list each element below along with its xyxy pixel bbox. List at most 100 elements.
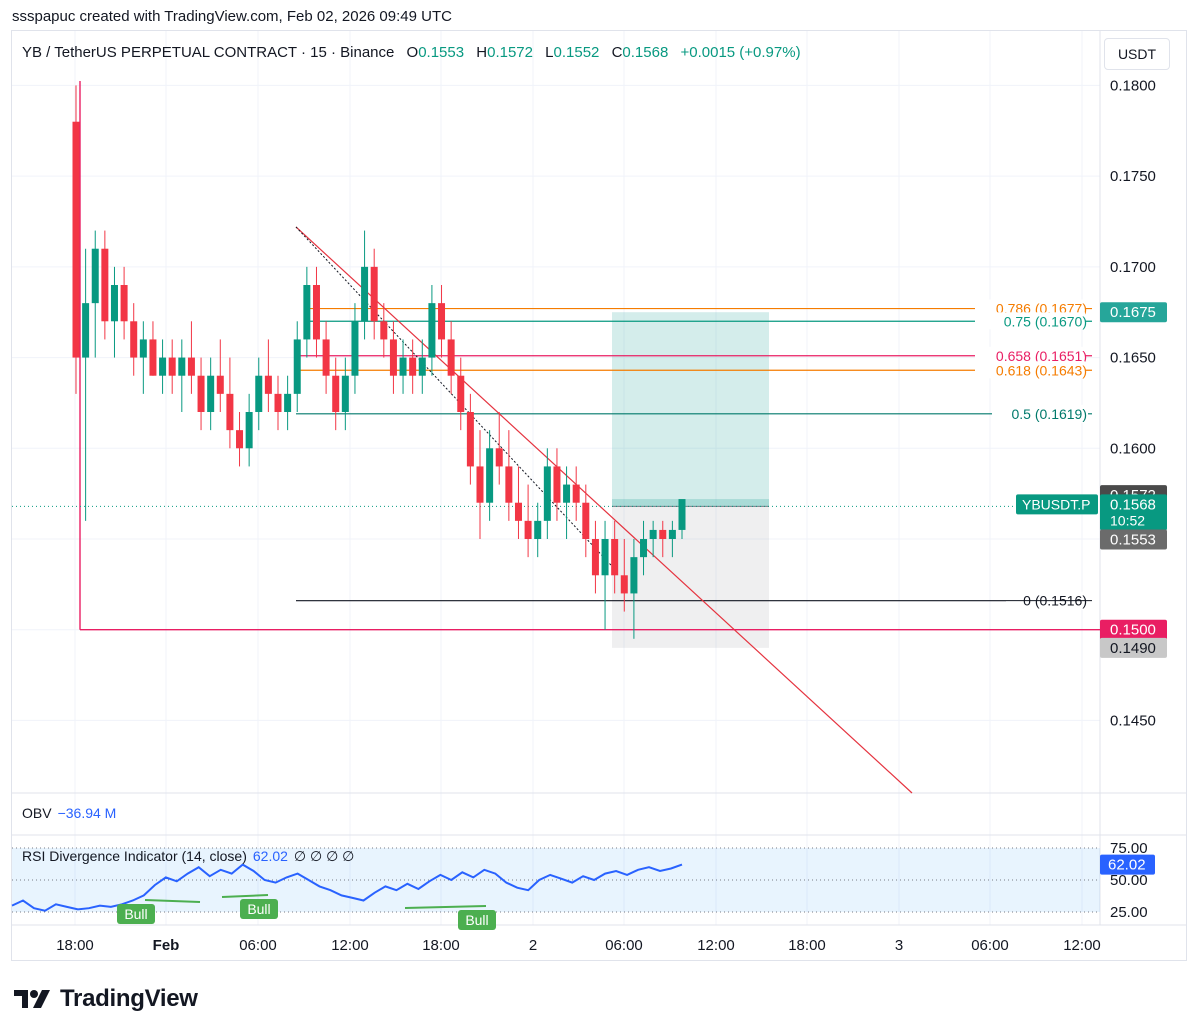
candle-body bbox=[466, 412, 474, 467]
candle-body bbox=[630, 557, 638, 594]
x-tick-label: 12:00 bbox=[331, 937, 369, 954]
candle-body bbox=[72, 121, 80, 358]
rsi-title[interactable]: RSI Divergence Indicator (14, close) bbox=[22, 848, 247, 864]
rsi-tick-label: 50.00 bbox=[1110, 872, 1148, 889]
rsi-tick-label: 75.00 bbox=[1110, 840, 1148, 857]
fib-level-label: 0.618 (0.1643) bbox=[996, 362, 1087, 378]
obv-label[interactable]: OBV bbox=[22, 805, 52, 821]
candle-body bbox=[399, 357, 407, 376]
price-axis-label: 0.1675 bbox=[1110, 304, 1156, 321]
candle-body bbox=[332, 375, 340, 412]
candle-body bbox=[591, 539, 599, 576]
open-value: 0.1553 bbox=[418, 44, 465, 61]
candle-body bbox=[505, 466, 513, 503]
low-label: L bbox=[545, 44, 554, 61]
obv-legend: OBV −36.94 M bbox=[22, 805, 116, 821]
candle-body bbox=[226, 393, 234, 431]
candle-body bbox=[322, 339, 330, 376]
candle-body bbox=[351, 321, 359, 376]
countdown-label: 10:52 bbox=[1110, 512, 1145, 528]
candle-body bbox=[216, 375, 224, 394]
candle-body bbox=[361, 266, 369, 322]
fib-label-bg bbox=[975, 346, 1085, 364]
low-value: 0.1552 bbox=[553, 44, 600, 61]
close-label: C bbox=[611, 44, 623, 61]
tradingview-logo[interactable]: TradingView bbox=[14, 985, 198, 1013]
close-value: 0.1568 bbox=[622, 44, 669, 61]
high-label: H bbox=[476, 44, 488, 61]
candle-body bbox=[236, 430, 244, 449]
candle-body bbox=[139, 339, 147, 358]
candle-body bbox=[120, 285, 128, 322]
open-label: O bbox=[406, 44, 419, 61]
candle-body bbox=[601, 539, 609, 576]
x-tick-label: 06:00 bbox=[605, 937, 643, 954]
x-tick-label: 18:00 bbox=[788, 937, 826, 954]
x-tick-label: 18:00 bbox=[56, 937, 94, 954]
candle-body bbox=[659, 529, 667, 539]
candle-body bbox=[207, 375, 215, 412]
y-tick-label: 0.1700 bbox=[1110, 259, 1156, 276]
candle-body bbox=[101, 248, 109, 322]
y-tick-label: 0.1650 bbox=[1110, 350, 1156, 367]
divergence-line bbox=[404, 905, 487, 909]
candle-body bbox=[620, 575, 628, 594]
divergence-badge-bg bbox=[117, 904, 155, 924]
candle-body bbox=[197, 375, 205, 412]
divergence-line bbox=[221, 894, 269, 898]
chart-caption: ssspapuc created with TradingView.com, F… bbox=[12, 8, 452, 25]
candle-body bbox=[476, 466, 484, 503]
candle-body bbox=[274, 393, 282, 412]
obv-value: −36.94 M bbox=[57, 805, 117, 821]
fib-label-bg bbox=[992, 404, 1088, 423]
divergence-badge-label: Bull bbox=[247, 901, 270, 917]
high-value: 0.1572 bbox=[487, 44, 533, 61]
symbol-tag-bg bbox=[1016, 494, 1098, 515]
x-tick-label: 2 bbox=[529, 937, 537, 954]
candle-body bbox=[284, 393, 292, 412]
candle-body bbox=[178, 357, 186, 376]
y-tick-label: 0.1450 bbox=[1110, 712, 1156, 729]
candle-body bbox=[438, 303, 446, 340]
candle-body bbox=[370, 266, 378, 322]
price-axis-label-bg bbox=[1100, 494, 1167, 531]
candle-body bbox=[457, 375, 465, 412]
candle-body bbox=[312, 285, 320, 340]
candle-body bbox=[418, 357, 426, 376]
downtrend-line bbox=[295, 226, 913, 794]
candle-body bbox=[389, 339, 397, 376]
rsi-value-label: 62.02 bbox=[1108, 857, 1146, 874]
rsi-tick-label: 25.00 bbox=[1110, 904, 1148, 921]
candle-body bbox=[524, 520, 532, 539]
divergence-badge-bg bbox=[240, 899, 278, 919]
divergence-line bbox=[144, 899, 201, 903]
price-axis-label: 0.1553 bbox=[1110, 532, 1156, 549]
position-profit-fill bbox=[612, 499, 769, 507]
x-tick-label: 06:00 bbox=[239, 937, 277, 954]
candle-body bbox=[640, 539, 648, 558]
candle-body bbox=[187, 357, 195, 376]
rsi-value: 62.02 bbox=[252, 848, 288, 864]
candle-body bbox=[168, 357, 176, 376]
divergence-badge-bg bbox=[458, 910, 496, 930]
candle-body bbox=[380, 321, 388, 340]
candle-body bbox=[130, 321, 138, 358]
fib-label-bg bbox=[975, 361, 1085, 379]
rsi-value-bg bbox=[1100, 854, 1155, 875]
candle-body bbox=[668, 529, 676, 539]
position-stop-zone bbox=[612, 506, 769, 648]
y-tick-label: 0.1750 bbox=[1110, 168, 1156, 185]
fib-level-label: 0.658 (0.1651) bbox=[996, 348, 1087, 364]
candle-body bbox=[553, 466, 561, 503]
candle-body bbox=[534, 520, 542, 539]
divergence-badge-label: Bull bbox=[124, 906, 147, 922]
candle-body bbox=[264, 375, 272, 394]
x-tick-label: 12:00 bbox=[1063, 937, 1101, 954]
candle-body bbox=[255, 375, 263, 412]
currency-unit-button[interactable]: USDT bbox=[1104, 38, 1170, 70]
fib-level-label: 0.5 (0.1619) bbox=[1012, 406, 1088, 422]
symbol-title[interactable]: YB / TetherUS PERPETUAL CONTRACT · 15 · … bbox=[22, 44, 395, 61]
tradingview-logo-icon bbox=[14, 990, 50, 1008]
change-value: +0.0015 (+0.97%) bbox=[680, 44, 801, 61]
